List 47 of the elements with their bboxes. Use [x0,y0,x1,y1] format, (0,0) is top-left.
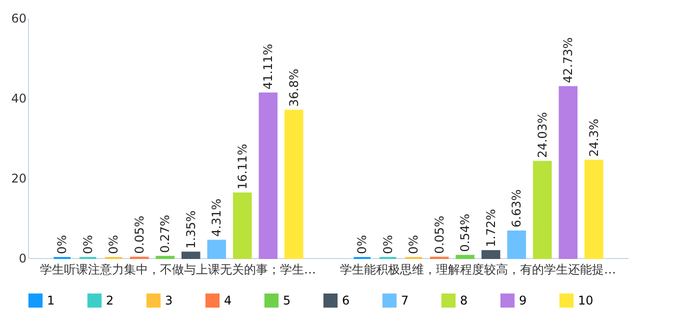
x-tick-label: 学生听课注意力集中，不做与上课无关的事；学生… [40,262,316,276]
data-label: 0.54% [458,214,472,252]
bar [507,230,526,259]
bar [584,160,604,259]
data-label: 0% [106,234,121,254]
data-label: 1.72% [484,208,498,248]
data-label: 0% [80,234,95,254]
data-label: 0.05% [432,216,446,254]
data-label: 0% [355,234,370,254]
legend-label: 5 [283,294,291,308]
legend-label: 4 [224,294,232,308]
bar [456,254,474,259]
y-tick-label: 20 [11,172,26,186]
legend-label: 7 [401,294,409,308]
legend-label: 9 [519,294,527,308]
y-tick-label: 60 [11,12,26,26]
x-tick-label: 学生能积极思维，理解程度较高，有的学生还能提… [340,262,616,276]
data-label: 4.31% [210,198,224,237]
bar [258,92,278,259]
data-label: 24.03% [535,112,550,158]
data-label: 41.11% [261,44,276,90]
y-tick-label: 0 [18,252,26,266]
legend-label: 8 [460,294,468,308]
data-label: 24.3% [586,118,601,157]
legend-label: 2 [106,294,114,308]
bar [182,252,200,259]
legend-label: 6 [342,294,350,308]
bar [284,110,304,259]
y-tick-label: 40 [11,92,26,106]
data-label: 0.05% [132,216,146,254]
legend-label: 1 [47,294,55,308]
data-label: 0% [406,234,421,254]
bar [482,250,500,259]
bar [207,240,226,259]
bar [233,192,252,259]
legend-label: 3 [165,294,173,308]
data-label: 0% [55,234,70,254]
legend-label: 10 [578,294,594,308]
bar [558,86,578,259]
data-label: 1.35% [184,210,198,249]
data-label: 0.27% [158,214,172,253]
data-label: 36.8% [286,68,301,107]
bar [533,160,552,259]
data-label: 0% [380,234,395,254]
data-label: 16.11% [235,144,250,190]
data-label: 6.63% [510,189,524,228]
data-label: 42.73% [561,37,576,84]
